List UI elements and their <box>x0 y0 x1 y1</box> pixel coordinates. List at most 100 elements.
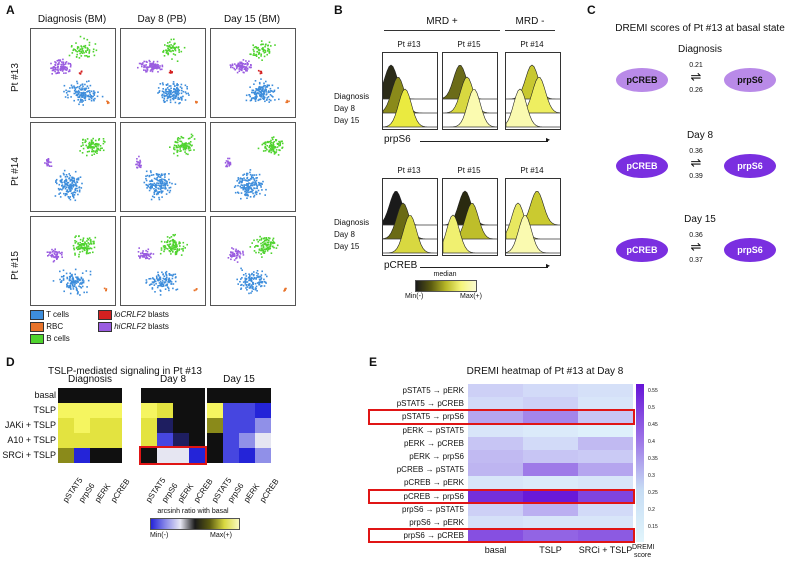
d-heat-cell <box>106 418 122 433</box>
d-heat-cell <box>157 433 173 448</box>
d-heat-cell <box>157 418 173 433</box>
d-row-label: basal <box>34 390 56 400</box>
panel-d-letter: D <box>6 355 15 369</box>
e-heat-cell <box>523 436 578 450</box>
e-row-label: pERK → pSTAT5 <box>402 425 465 435</box>
mrd-neg-line <box>505 30 555 31</box>
median-scale-min: Min(-) <box>405 293 424 300</box>
d-heat-cell <box>74 448 90 463</box>
d-group-label: Day 15 <box>223 374 255 385</box>
d-heat-cell <box>106 403 122 418</box>
dremi-score-reverse: 0.26 <box>689 87 703 94</box>
dremi-score-reverse: 0.39 <box>689 173 703 180</box>
hist-row-label: Day 15 <box>334 242 360 251</box>
e-heat-cell <box>578 489 633 503</box>
d-heat-cell <box>74 418 90 433</box>
d-heat-cell <box>239 433 255 448</box>
panel-a-letter: A <box>6 3 15 17</box>
d-heat-cell <box>173 403 189 418</box>
median-scale-title: median <box>433 271 457 278</box>
d-heat-cell <box>255 448 271 463</box>
d-heat-cell <box>223 433 239 448</box>
hist-row-label: Diagnosis <box>334 92 370 101</box>
e-row-label: pCREB → prpS6 <box>403 491 464 501</box>
d-col-label: pCREB <box>258 477 281 505</box>
d-heat-cell <box>255 418 271 433</box>
d-heat-cell <box>189 418 205 433</box>
e-heat-cell <box>578 529 633 543</box>
e-colorbar-tick: 0.2 <box>648 507 655 513</box>
e-colorbar-tick: 0.55 <box>648 388 658 394</box>
d-heat-cell <box>189 388 205 403</box>
mrd-neg-label: MRD - <box>515 16 545 27</box>
e-row-label: pSTAT5 → pERK <box>402 386 465 395</box>
hist-row-label: Day 15 <box>334 116 360 125</box>
e-col-label: SRCi + TSLP <box>578 545 633 556</box>
hist-row-label: Day 8 <box>334 104 355 113</box>
e-highlight-box <box>368 528 635 544</box>
d-heat-cell <box>223 388 239 403</box>
d-heat-cell <box>173 433 189 448</box>
d-heat-cell <box>90 388 106 403</box>
d-heat-cell <box>74 388 90 403</box>
legend-locrlf2: loCRLF2 blasts <box>98 310 169 320</box>
d-heat-cell <box>58 418 74 433</box>
hist-marker-label: pCREB <box>384 260 418 271</box>
e-row-label: prpS6 → pCREB <box>403 531 464 541</box>
d-heat-cell <box>207 418 223 433</box>
mrd-pos-line <box>384 30 500 31</box>
e-heat-cell <box>523 463 578 477</box>
hist-patient-label: Pt #13 <box>397 40 421 49</box>
d-heat-cell <box>58 403 74 418</box>
e-colorbar-tick: 0.5 <box>648 405 655 411</box>
hist-marker-label: prpS6 <box>384 134 411 145</box>
d-row-label: TSLP <box>33 405 56 415</box>
median-scale-bar <box>415 280 477 292</box>
legend-rbc: RBC <box>30 322 63 332</box>
d-heat-cell <box>90 448 106 463</box>
d-heat-cell <box>173 418 189 433</box>
median-scale-max: Max(+) <box>460 293 482 300</box>
e-heat-cell <box>468 410 523 424</box>
node-prps6: prpS6 <box>724 154 776 178</box>
d-heat-cell <box>141 403 157 418</box>
panel-e-letter: E <box>369 355 378 369</box>
tsne-plot-r0-c1 <box>120 28 206 118</box>
d-highlight-box <box>139 446 207 465</box>
e-heat-cell <box>468 489 523 503</box>
d-heat-cell <box>223 448 239 463</box>
hist-patient-label: Pt #13 <box>397 166 421 175</box>
e-colorbar-tick: 0.3 <box>648 473 655 479</box>
hist-axis-arrow <box>420 141 548 142</box>
hist-patient-label: Pt #15 <box>457 40 481 49</box>
arrow-head-icon: ▸ <box>546 135 551 144</box>
d-heat-cell <box>90 433 106 448</box>
d-heat-cell <box>239 403 255 418</box>
e-heat-cell <box>578 502 633 516</box>
d-heat-cell <box>223 418 239 433</box>
col-header-diagnosis: Diagnosis (BM) <box>37 14 107 25</box>
tsne-plot-r2-c0 <box>30 216 116 306</box>
d-heat-cell <box>106 448 122 463</box>
d-heat-cell <box>157 448 173 463</box>
d-heat-cell <box>106 433 122 448</box>
e-heat-cell <box>578 463 633 477</box>
node-pcreb: pCREB <box>616 238 668 262</box>
d-heat-cell <box>157 388 173 403</box>
d-heat-cell <box>141 448 157 463</box>
panel-c-letter: C <box>587 3 596 17</box>
dremi-score-forward: 0.36 <box>689 148 703 155</box>
d-group-label: Diagnosis <box>68 374 112 385</box>
arrow-head-icon: ▸ <box>546 261 551 270</box>
e-row-label: pSTAT5 → pCREB <box>396 399 464 409</box>
d-heat-cell <box>141 388 157 403</box>
e-heat-cell <box>468 436 523 450</box>
tsne-plot-r0-c2 <box>210 28 296 118</box>
d-heat-cell <box>157 403 173 418</box>
equilibrium-arrow-icon: ⇌ <box>690 155 702 170</box>
dremi-timepoint-label: Day 8 <box>686 130 714 141</box>
dremi-timepoint-label: Day 15 <box>684 214 716 225</box>
d-heat-cell <box>239 448 255 463</box>
e-heat-cell <box>578 410 633 424</box>
hist-row-label: Diagnosis <box>334 218 370 227</box>
